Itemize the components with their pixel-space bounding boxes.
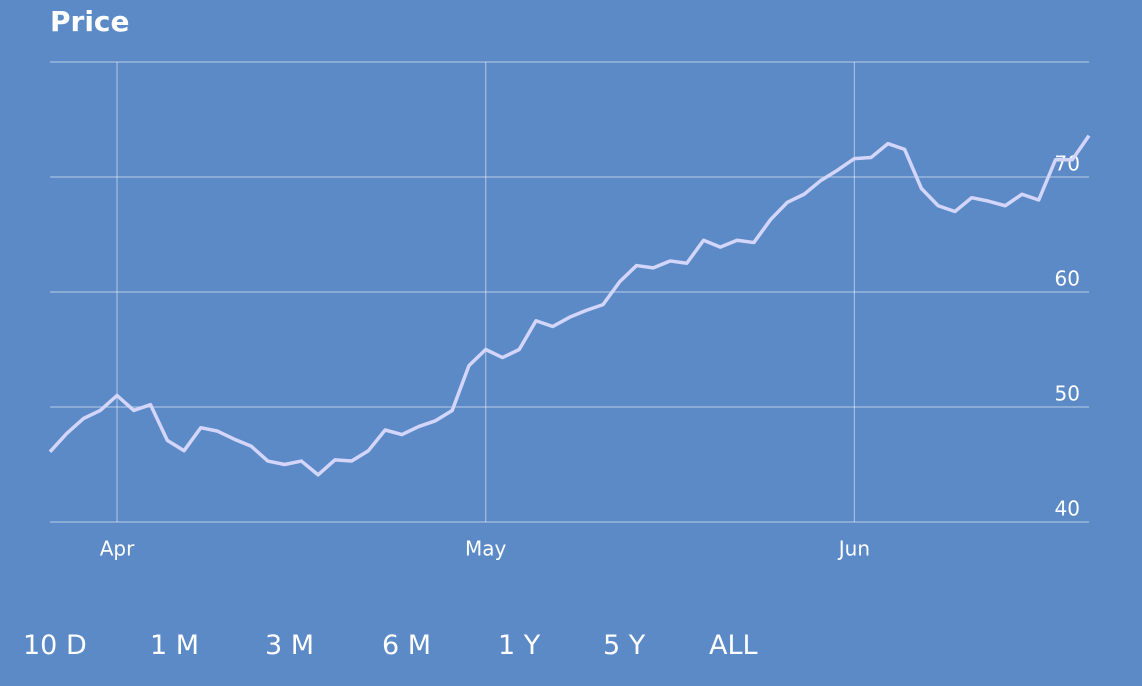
- price-line: [48, 134, 1091, 477]
- y-tick-label: 60: [1055, 267, 1080, 291]
- range-button[interactable]: 10 D: [23, 630, 87, 661]
- range-button[interactable]: 3 M: [265, 630, 315, 661]
- x-tick-label: May: [465, 537, 507, 561]
- range-button[interactable]: 5 Y: [603, 630, 646, 661]
- x-tick-label: Apr: [100, 537, 135, 561]
- y-tick-label: 40: [1055, 497, 1080, 521]
- range-button[interactable]: 1 Y: [498, 630, 541, 661]
- chart-title: Price: [50, 5, 130, 38]
- x-tick-label: Jun: [837, 537, 870, 561]
- range-button[interactable]: ALL: [709, 630, 758, 661]
- y-tick-label: 50: [1055, 382, 1080, 406]
- range-button[interactable]: 6 M: [382, 630, 432, 661]
- range-buttons: 10 D 1 M 3 M 6 M 1 Y 5 Y ALL: [0, 622, 1142, 670]
- range-button[interactable]: 1 M: [150, 630, 200, 661]
